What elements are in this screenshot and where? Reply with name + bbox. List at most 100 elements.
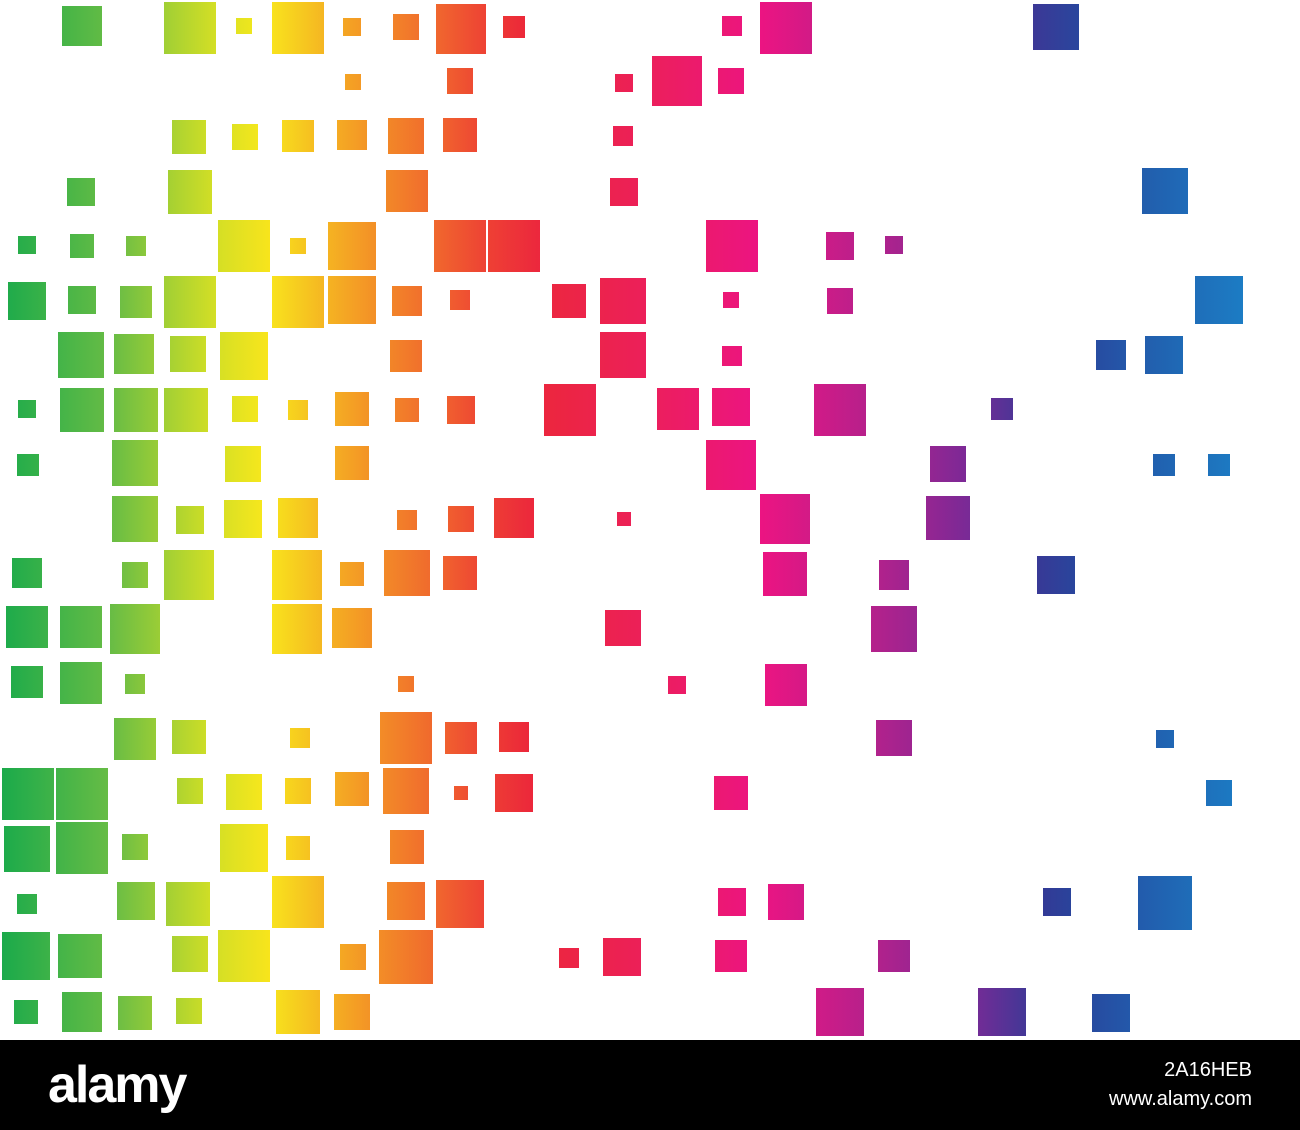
mosaic-square <box>885 236 903 254</box>
mosaic-square <box>17 894 37 914</box>
mosaic-square <box>122 834 148 860</box>
mosaic-square <box>768 884 804 920</box>
mosaic-square <box>290 238 306 254</box>
mosaic-square <box>164 388 208 432</box>
mosaic-square <box>224 500 262 538</box>
mosaic-square <box>613 126 633 146</box>
mosaic-square <box>272 876 324 928</box>
mosaic-square <box>2 932 50 980</box>
mosaic-square <box>290 728 310 748</box>
mosaic-square <box>60 606 102 648</box>
mosaic-square <box>388 118 424 154</box>
mosaic-square <box>450 290 470 310</box>
mosaic-square <box>1208 454 1230 476</box>
mosaic-square <box>1043 888 1071 916</box>
mosaic-square <box>605 610 641 646</box>
mosaic-square <box>760 494 810 544</box>
mosaic-square <box>114 334 154 374</box>
mosaic-square <box>2 768 54 820</box>
mosaic-square <box>225 446 261 482</box>
mosaic-square <box>827 288 853 314</box>
mosaic-square <box>176 506 204 534</box>
mosaic-square <box>1092 994 1130 1032</box>
mosaic-square <box>383 768 429 814</box>
mosaic-square <box>397 510 417 530</box>
site-url: www.alamy.com <box>1109 1088 1252 1110</box>
mosaic-square <box>110 604 160 654</box>
mosaic-square <box>978 988 1026 1036</box>
mosaic-square <box>56 768 108 820</box>
mosaic-square <box>722 346 742 366</box>
mosaic-square <box>67 178 95 206</box>
mosaic-square <box>706 440 756 490</box>
mosaic-square <box>340 562 364 586</box>
mosaic-square <box>395 398 419 422</box>
mosaic-square <box>164 550 214 600</box>
mosaic-square <box>816 988 864 1036</box>
mosaic-square <box>282 120 314 152</box>
mosaic-square <box>328 276 376 324</box>
mosaic-square <box>126 236 146 256</box>
mosaic-square <box>499 722 529 752</box>
alamy-logo: alamy <box>48 1056 187 1114</box>
mosaic-square <box>1145 336 1183 374</box>
mosaic-square <box>120 286 152 318</box>
footer-meta: 2A16HEB www.alamy.com <box>1109 1056 1252 1114</box>
mosaic-square <box>17 454 39 476</box>
mosaic-square <box>112 440 158 486</box>
mosaic-square <box>876 720 912 756</box>
mosaic-square <box>434 220 486 272</box>
mosaic-square <box>1206 780 1232 806</box>
mosaic-square <box>447 396 475 424</box>
mosaic-square <box>552 284 586 318</box>
mosaic-square <box>488 220 540 272</box>
mosaic-square <box>6 606 48 648</box>
mosaic-square <box>11 666 43 698</box>
mosaic-square <box>559 948 579 968</box>
mosaic-square <box>176 998 202 1024</box>
mosaic-square <box>503 16 525 38</box>
mosaic-square <box>722 16 742 36</box>
mosaic-square <box>62 992 102 1032</box>
mosaic-square <box>544 384 596 436</box>
mosaic-square <box>112 496 158 542</box>
mosaic-square <box>826 232 854 260</box>
mosaic-square <box>445 722 477 754</box>
mosaic-square <box>220 332 268 380</box>
mosaic-square <box>12 558 42 588</box>
mosaic-square <box>218 220 270 272</box>
mosaic-square <box>118 996 152 1030</box>
mosaic-square <box>443 556 477 590</box>
mosaic-square <box>1138 876 1192 930</box>
mosaic-square <box>668 676 686 694</box>
mosaic-square <box>164 276 216 328</box>
watermark-footer: alamy 2A16HEB www.alamy.com <box>0 1040 1300 1130</box>
mosaic-square <box>285 778 311 804</box>
mosaic-square <box>926 496 970 540</box>
mosaic-square <box>170 336 206 372</box>
mosaic-square <box>343 18 361 36</box>
mosaic-square <box>60 388 104 432</box>
mosaic-square <box>345 74 361 90</box>
mosaic-square <box>714 776 748 810</box>
mosaic-square <box>387 882 425 920</box>
mosaic-square <box>1195 276 1243 324</box>
mosaic-square <box>814 384 866 436</box>
mosaic-square <box>600 332 646 378</box>
mosaic-square <box>495 774 533 812</box>
mosaic-square <box>1033 4 1079 50</box>
mosaic-square <box>448 506 474 532</box>
mosaic-square <box>1037 556 1075 594</box>
mosaic-square <box>8 282 46 320</box>
mosaic-square <box>392 286 422 316</box>
mosaic-square <box>335 772 369 806</box>
mosaic-square <box>218 930 270 982</box>
mosaic-square <box>125 674 145 694</box>
mosaic-square <box>236 18 252 34</box>
mosaic-square <box>600 278 646 324</box>
mosaic-square <box>390 830 424 864</box>
mosaic-square <box>335 446 369 480</box>
mosaic-square <box>718 68 744 94</box>
mosaic-square <box>278 498 318 538</box>
mosaic-square <box>272 2 324 54</box>
